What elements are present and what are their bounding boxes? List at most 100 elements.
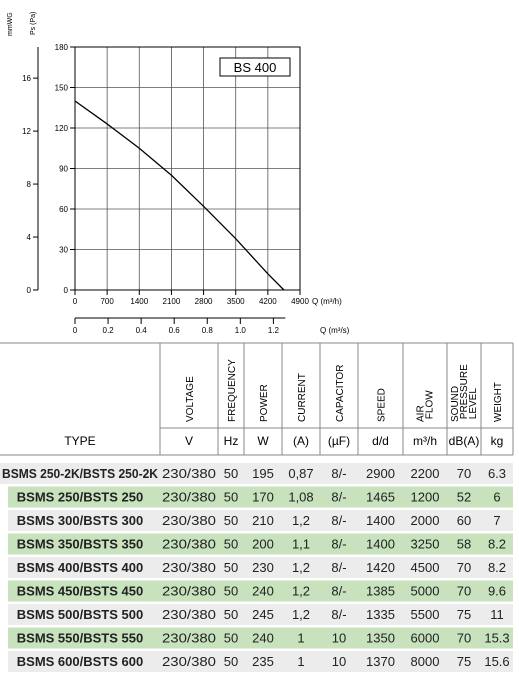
table-cell: 2900 [366, 466, 395, 481]
table-row [0, 463, 513, 484]
table-cell: 5500 [411, 607, 440, 622]
table-cell: 230/380 [162, 654, 216, 669]
unit-label: (A) [293, 434, 309, 448]
row-header: BSMS 250-2K/BSTS 250-2K [2, 466, 159, 481]
legend-box [219, 57, 291, 77]
table-cell: 6000 [411, 631, 440, 646]
table-row [8, 510, 513, 531]
column-header: SOUND PRESSURE LEVEL [450, 364, 479, 422]
column-header: VOLTAGE [185, 376, 196, 422]
table-cell: 1420 [366, 560, 395, 575]
table-cell: 210 [252, 513, 274, 528]
unit-label: m³/h [413, 434, 437, 448]
x2-tick-label: 0 [73, 326, 78, 335]
table-cell: 4500 [411, 560, 440, 575]
y-tick-label: 90 [59, 165, 68, 174]
unit-label: V [185, 434, 193, 448]
y2-tick-label: 16 [22, 74, 31, 83]
column-header: POWER [259, 384, 270, 422]
table-cell: 8/- [331, 560, 346, 575]
table-cell: 230/380 [162, 537, 216, 552]
x-tick-label: 4200 [259, 297, 277, 306]
x-tick-label: 2100 [163, 297, 181, 306]
row-header: BSMS 350/BSTS 350 [17, 537, 143, 552]
x2-tick-label: 0.6 [169, 326, 181, 335]
x2-tick-label: 1.0 [235, 326, 247, 335]
table-cell: 8.2 [488, 560, 506, 575]
x-tick-label: 2800 [195, 297, 213, 306]
table-cell: 1,08 [288, 490, 313, 505]
y-tick-label: 150 [55, 84, 69, 93]
y-tick-label: 30 [59, 246, 68, 255]
table-cell: 15.6 [484, 654, 509, 669]
table-cell: 58 [457, 537, 471, 552]
table-cell: 8/- [331, 537, 346, 552]
table-cell: 230/380 [162, 607, 216, 622]
table-cell: 9.6 [488, 584, 506, 599]
table-cell: 170 [252, 490, 274, 505]
table-cell: 52 [457, 490, 471, 505]
table-cell: 10 [332, 654, 346, 669]
column-header: TYPE [64, 434, 95, 448]
table-cell: 1350 [366, 631, 395, 646]
x-tick-label: 3500 [227, 297, 245, 306]
table-cell: 8/- [331, 513, 346, 528]
table-cell: 50 [224, 466, 238, 481]
table-cell: 50 [224, 537, 238, 552]
table-cell: 230/380 [162, 466, 216, 481]
table-cell: 1400 [366, 537, 395, 552]
table-cell: 1 [297, 654, 304, 669]
table-cell: 75 [457, 654, 471, 669]
table-cell: 50 [224, 560, 238, 575]
row-header: BSMS 550/BSTS 550 [17, 631, 143, 646]
unit-label: d/d [372, 434, 389, 448]
row-header: BSMS 250/BSTS 250 [17, 490, 143, 505]
table-cell: 1 [297, 631, 304, 646]
table-cell: 1,1 [292, 537, 310, 552]
table-cell: 245 [252, 607, 274, 622]
x-tick-label: 1400 [130, 297, 148, 306]
table-cell: 240 [252, 584, 274, 599]
column-header: CURRENT [297, 373, 308, 422]
table-cell: 1,2 [292, 584, 310, 599]
table-cell: 70 [457, 466, 471, 481]
x2-tick-label: 0.8 [202, 326, 214, 335]
x2-tick-label: 0.2 [103, 326, 115, 335]
table-cell: 70 [457, 631, 471, 646]
table-cell: 15.3 [484, 631, 509, 646]
x2-tick-label: 1.2 [268, 326, 280, 335]
table-cell: 1335 [366, 607, 395, 622]
unit-label: (µF) [328, 434, 350, 448]
table-cell: 200 [252, 537, 274, 552]
table-cell: 8/- [331, 607, 346, 622]
y2-axis-label: mmWG [7, 12, 14, 36]
table-cell: 8/- [331, 584, 346, 599]
y2-tick-label: 4 [27, 233, 32, 242]
column-header: AIR FLOW [416, 390, 436, 422]
column-header: WEIGHT [493, 382, 504, 422]
row-header: BSMS 600/BSTS 600 [17, 654, 143, 669]
table-cell: 1385 [366, 584, 395, 599]
table-cell: 3250 [411, 537, 440, 552]
x-tick-label: 4900 [291, 297, 309, 306]
x-axis-label: Q (m³/h) [312, 297, 342, 306]
table-row [8, 580, 513, 602]
unit-label: W [257, 434, 269, 448]
table-cell: 10 [332, 631, 346, 646]
row-header: BSMS 500/BSTS 500 [17, 607, 143, 622]
table-cell: 230/380 [162, 560, 216, 575]
x2-axis-label: Q (m³/s) [320, 326, 350, 335]
table-cell: 230/380 [162, 584, 216, 599]
y-tick-label: 120 [55, 124, 69, 133]
y-tick-label: 180 [55, 43, 69, 52]
y-tick-label: 60 [59, 205, 68, 214]
row-header: BSMS 400/BSTS 400 [17, 560, 143, 575]
column-header: SPEED [377, 388, 388, 422]
table-cell: 2000 [411, 513, 440, 528]
table-cell: 1200 [411, 490, 440, 505]
x-tick-label: 0 [73, 297, 78, 306]
table-cell: 7 [493, 513, 500, 528]
table-cell: 1400 [366, 513, 395, 528]
y2-tick-label: 0 [27, 286, 32, 295]
table-cell: 6.3 [488, 466, 506, 481]
